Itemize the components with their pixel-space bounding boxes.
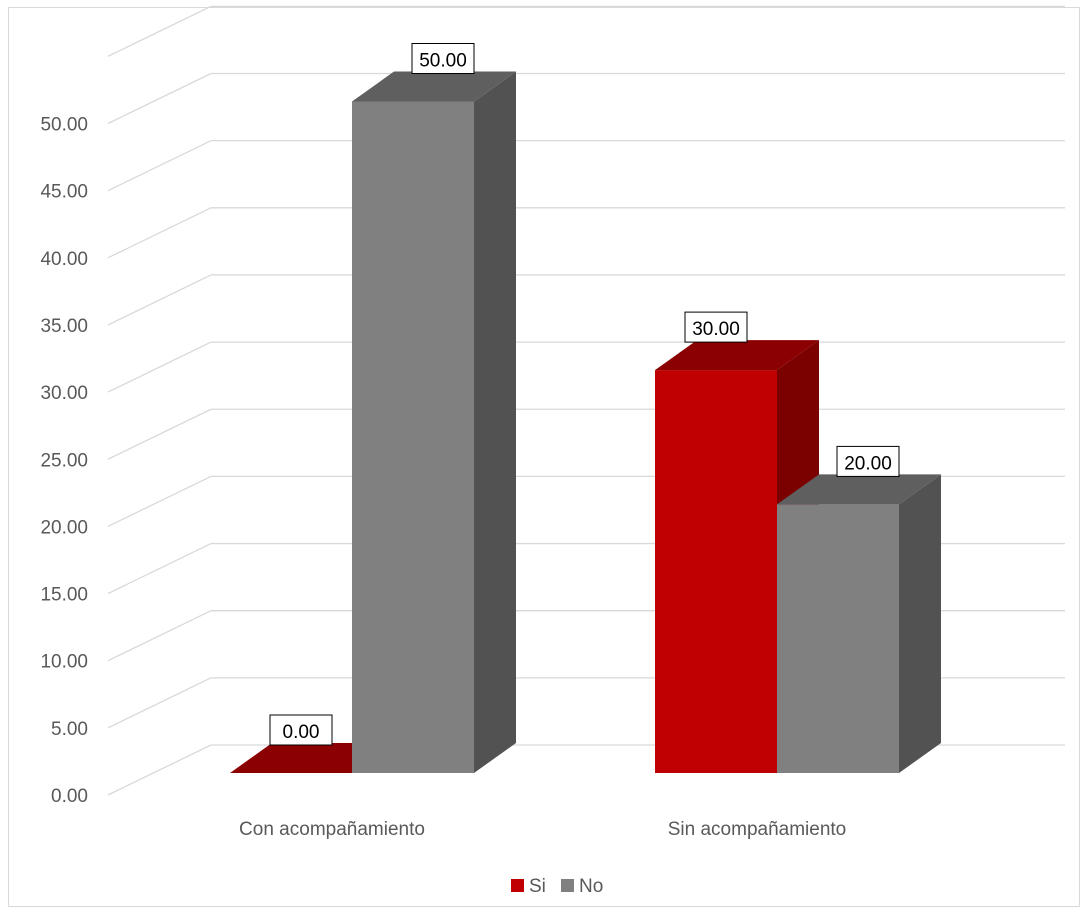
gridline-diagonal: [107, 475, 212, 527]
y-tick-label: 40.00: [40, 249, 88, 270]
gridline-diagonal: [107, 610, 212, 662]
y-tick-label: 50.00: [40, 115, 88, 136]
category-label: Con acompañamiento: [239, 819, 425, 840]
y-tick-label: 15.00: [40, 585, 88, 606]
bar-top-no-1: [777, 474, 941, 505]
category-labels: Con acompañamiento Sin acompañamiento: [239, 819, 846, 840]
category-label: Sin acompañamiento: [668, 819, 847, 840]
y-tick-label: 25.00: [40, 450, 88, 471]
bar-top-no-0: [352, 71, 516, 102]
data-label-box: [684, 311, 748, 343]
data-label: 50.00: [419, 51, 467, 72]
bar-front-no-0: [352, 101, 474, 773]
data-label: 0.00: [283, 722, 320, 743]
gridline-diagonal: [107, 542, 212, 595]
gridline-diagonal: [107, 408, 212, 460]
y-tick-label: 20.00: [40, 517, 88, 538]
gridline-diagonal: [107, 341, 212, 393]
y-tick-label: 5.00: [51, 719, 88, 740]
data-label-box: [269, 714, 333, 746]
gridline-diagonal: [107, 140, 212, 192]
bar-top-si-1: [655, 340, 819, 371]
gridline-diagonal: [107, 5, 212, 57]
data-label-box: [836, 445, 900, 477]
data-labels: 0.00 50.00 30.00 20.00: [269, 43, 900, 746]
bar-side-no-1: [899, 474, 941, 773]
y-tick-label: 0.00: [51, 786, 88, 807]
y-axis-ticks: 0.00 5.00 10.00 15.00 20.00 25.00 30.00 35.00 40…: [40, 115, 88, 808]
y-tick-label: 45.00: [40, 182, 88, 203]
data-label: 30.00: [692, 319, 740, 340]
gridline-diagonal: [107, 744, 212, 796]
data-label-box: [411, 43, 475, 74]
bar-front-si-1: [655, 370, 777, 773]
legend-label-no: No: [579, 876, 603, 897]
bars: [230, 71, 941, 773]
gridline-diagonal: [107, 677, 212, 729]
y-tick-label: 30.00: [40, 383, 88, 404]
bar-side-no-0: [474, 71, 516, 773]
gridline-diagonal: [107, 207, 212, 259]
legend-label-si: Si: [529, 876, 546, 897]
y-tick-label: 10.00: [40, 652, 88, 673]
data-label: 20.00: [844, 453, 892, 474]
legend-swatch-si: [511, 879, 524, 892]
legend: Si No: [511, 876, 603, 897]
legend-swatch-no: [561, 879, 574, 892]
bar-front-no-1: [777, 504, 899, 773]
y-tick-label: 35.00: [40, 316, 88, 337]
gridline-diagonal: [107, 274, 212, 326]
gridline-diagonal: [107, 72, 212, 125]
